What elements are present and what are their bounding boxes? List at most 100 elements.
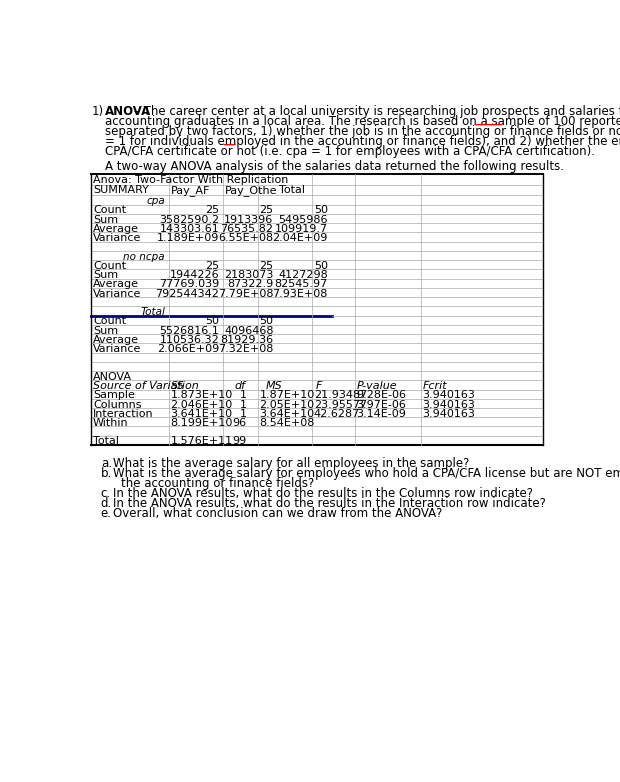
Text: = 1 for individuals employed in the accounting or finance fields), and 2) whethe: = 1 for individuals employed in the acco…: [105, 135, 620, 148]
Text: b.: b.: [100, 467, 112, 479]
Text: 25: 25: [205, 261, 219, 271]
Text: SS: SS: [170, 381, 184, 391]
Text: Total: Total: [140, 307, 165, 317]
Text: 143303.61: 143303.61: [159, 224, 219, 234]
Text: 110536.32: 110536.32: [159, 335, 219, 345]
Text: Sum: Sum: [93, 270, 118, 280]
Text: 8.54E+08: 8.54E+08: [260, 418, 315, 428]
Text: 6.55E+08: 6.55E+08: [218, 233, 273, 243]
Text: Total: Total: [279, 185, 305, 196]
Text: 99: 99: [232, 436, 247, 447]
Text: 4096468: 4096468: [224, 325, 273, 335]
Text: 25: 25: [259, 206, 273, 216]
Text: 2.066E+09: 2.066E+09: [157, 344, 219, 354]
Text: 5526816.1: 5526816.1: [159, 325, 219, 335]
Text: 7.93E+08: 7.93E+08: [272, 289, 328, 299]
Text: Overall, what conclusion can we draw from the ANOVA?: Overall, what conclusion can we draw fro…: [113, 507, 443, 519]
Text: Total: Total: [93, 436, 119, 447]
Text: 2.046E+10: 2.046E+10: [170, 400, 232, 410]
Text: In the ANOVA results, what do the results in the Columns row indicate?: In the ANOVA results, what do the result…: [113, 486, 533, 500]
Text: 23.95577: 23.95577: [314, 400, 367, 410]
Text: cpa: cpa: [146, 196, 165, 206]
Text: 1944226: 1944226: [170, 270, 219, 280]
Text: 50: 50: [314, 206, 328, 216]
Text: Columns: Columns: [93, 400, 141, 410]
Text: ANOVA: ANOVA: [105, 105, 152, 117]
Text: 1913396: 1913396: [224, 215, 273, 224]
Text: 1.873E+10: 1.873E+10: [170, 390, 232, 400]
Text: 3.64E+10: 3.64E+10: [260, 409, 315, 419]
Text: 2.04E+09: 2.04E+09: [272, 233, 328, 243]
Text: P-value: P-value: [356, 381, 397, 391]
Text: CPA/CFA certificate or not (i.e. cpa = 1 for employees with a CPA/CFA certificat: CPA/CFA certificate or not (i.e. cpa = 1…: [105, 145, 595, 158]
Text: Interaction: Interaction: [93, 409, 154, 419]
Text: 81929.36: 81929.36: [221, 335, 273, 345]
Text: 42.6287: 42.6287: [314, 409, 360, 419]
Text: What is the average salary for employees who hold a CPA/CFA license but are NOT : What is the average salary for employees…: [113, 467, 620, 479]
Text: 25: 25: [259, 261, 273, 271]
Text: Sum: Sum: [93, 325, 118, 335]
Text: 3.97E-06: 3.97E-06: [356, 400, 406, 410]
Text: A two-way ANOVA analysis of the salaries data returned the following results.: A two-way ANOVA analysis of the salaries…: [105, 160, 564, 173]
Text: Variance: Variance: [93, 233, 141, 243]
Text: the accounting or finance fields?: the accounting or finance fields?: [121, 476, 314, 490]
Text: separated by two factors, 1) whether the job is in the accounting or finance fie: separated by two factors, 1) whether the…: [105, 124, 620, 138]
Text: 76535.82: 76535.82: [221, 224, 273, 234]
Text: 77769.039: 77769.039: [159, 279, 219, 289]
Text: no ncpa: no ncpa: [123, 252, 165, 262]
Text: 1: 1: [239, 400, 247, 410]
Text: d.: d.: [100, 497, 112, 510]
Text: 1.87E+10: 1.87E+10: [260, 390, 315, 400]
Text: 7.32E+08: 7.32E+08: [218, 344, 273, 354]
Text: 9.28E-06: 9.28E-06: [356, 390, 407, 400]
Text: Source of Variation: Source of Variation: [93, 381, 199, 391]
Text: SUMMARY: SUMMARY: [93, 185, 149, 196]
Text: Variance: Variance: [93, 289, 141, 299]
Text: Pay_AF: Pay_AF: [170, 185, 210, 196]
Text: Average: Average: [93, 335, 139, 345]
Text: – The career center at a local university is researching job prospects and salar: – The career center at a local universit…: [134, 105, 620, 117]
Text: e.: e.: [100, 507, 112, 519]
Text: 50: 50: [205, 317, 219, 326]
Text: 50: 50: [314, 261, 328, 271]
Text: MS: MS: [266, 381, 283, 391]
Text: Average: Average: [93, 224, 139, 234]
Text: In the ANOVA results, what do the results in the Interaction row indicate?: In the ANOVA results, what do the result…: [113, 497, 546, 510]
Text: df: df: [235, 381, 246, 391]
Text: Variance: Variance: [93, 344, 141, 354]
Text: Count: Count: [93, 317, 126, 326]
Text: Anova: Two-Factor With Replication: Anova: Two-Factor With Replication: [93, 174, 288, 185]
Text: 25: 25: [205, 206, 219, 216]
Text: 7.79E+08: 7.79E+08: [218, 289, 273, 299]
Text: 1): 1): [92, 105, 104, 117]
Text: 82545.97: 82545.97: [275, 279, 328, 289]
Text: Within: Within: [93, 418, 128, 428]
Text: 21.93487: 21.93487: [314, 390, 367, 400]
Text: 1.189E+09: 1.189E+09: [157, 233, 219, 243]
Text: a.: a.: [100, 457, 112, 469]
Text: 1.576E+11: 1.576E+11: [170, 436, 232, 447]
Text: Count: Count: [93, 261, 126, 271]
Text: Count: Count: [93, 206, 126, 216]
Text: 3582590.2: 3582590.2: [159, 215, 219, 224]
Text: ANOVA: ANOVA: [93, 371, 132, 382]
Text: 3.14E-09: 3.14E-09: [356, 409, 406, 419]
Text: Sum: Sum: [93, 215, 118, 224]
Text: 3.940163: 3.940163: [422, 409, 476, 419]
Text: Average: Average: [93, 279, 139, 289]
Text: 2183073: 2183073: [224, 270, 273, 280]
Text: c.: c.: [100, 486, 111, 500]
Text: 3.641E+10: 3.641E+10: [170, 409, 232, 419]
Text: Sample: Sample: [93, 390, 135, 400]
Text: 96: 96: [232, 418, 247, 428]
Text: What is the average salary for all employees in the sample?: What is the average salary for all emplo…: [113, 457, 469, 469]
Text: 1: 1: [239, 390, 247, 400]
Text: Pay_Othe: Pay_Othe: [224, 185, 277, 196]
Text: accounting graduates in a local area. The research is based on a sample of 100 r: accounting graduates in a local area. Th…: [105, 115, 620, 127]
Text: 4127298: 4127298: [278, 270, 328, 280]
Text: 50: 50: [260, 317, 273, 326]
Text: F: F: [316, 381, 322, 391]
Text: 792544342: 792544342: [156, 289, 219, 299]
Text: 2.05E+10: 2.05E+10: [260, 400, 315, 410]
Text: 87322.9: 87322.9: [228, 279, 273, 289]
